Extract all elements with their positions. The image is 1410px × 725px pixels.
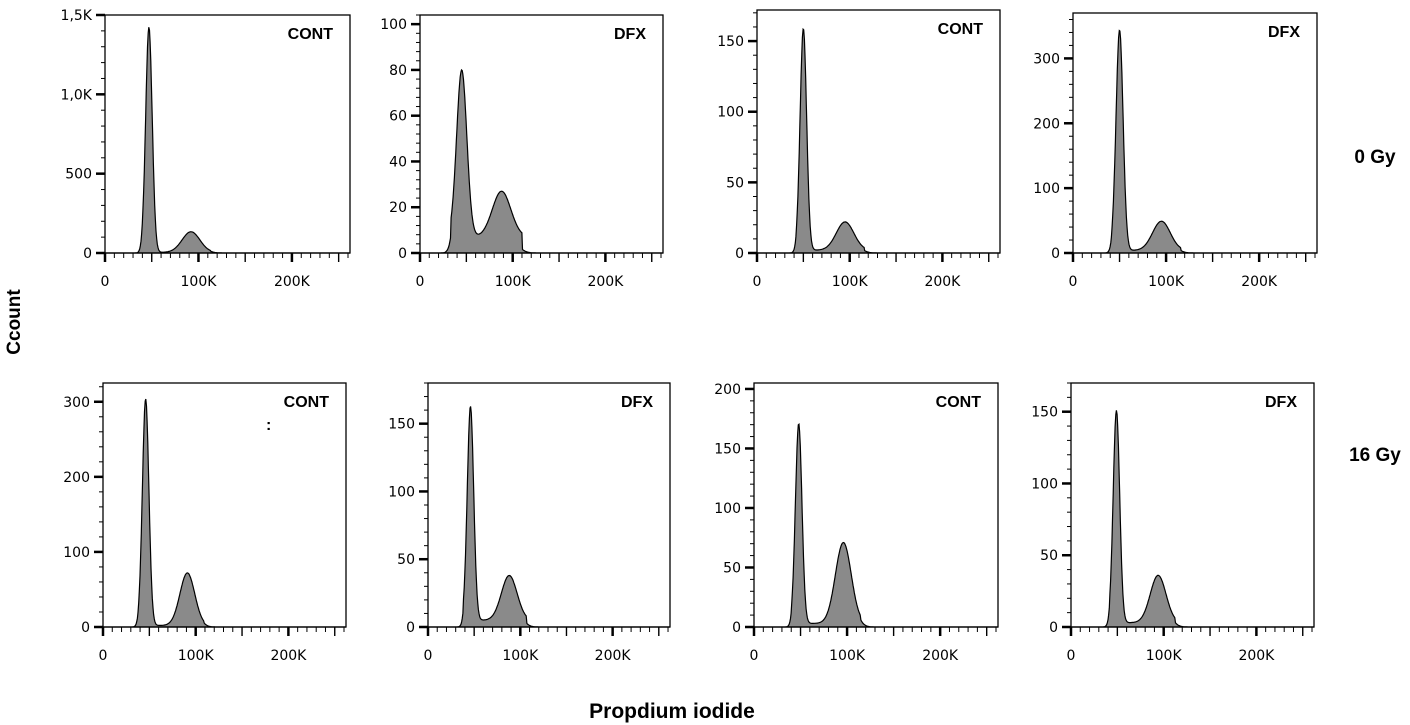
panel-1-y-tick-label: 1,5K [61,8,93,24]
panel-7-x-tick-label: 100K [829,648,866,664]
panel-5-y-tick-label: 100 [63,545,90,561]
panel-3-y-tick-label: 150 [717,34,744,50]
panel-5-x-tick-label: 0 [99,648,108,664]
panel-1-y-tick-label: 0 [83,246,92,262]
panel-6-x-tick-label: 100K [502,648,539,664]
panel-1-frame [104,14,351,254]
panel-2-y-tick-label: 40 [389,154,407,170]
panel-6-y-tick-label: 50 [397,552,415,568]
panel-8-x-tick-label: 0 [1067,648,1076,664]
panel-1-x-tick-label: 100K [181,274,218,290]
panel-8-x-tick-label: 100K [1146,648,1183,664]
panel-5-frame [102,382,347,628]
panel-7-x-tick-label: 0 [750,648,759,664]
panel-6-y-tick-label: 150 [388,417,415,433]
panel-6-title: DFX [621,394,653,411]
panel-7: 0 50 100 150 200 0 100K 200K CONT [714,382,999,664]
panel-6-histogram-area [428,406,670,628]
panel-1: 0 500 1,0K 1,5K 0 100K 200K CONT [61,8,351,290]
panel-1-x-tick-label: 200K [274,274,311,290]
panel-4-x-tick-label: 0 [1069,274,1078,290]
panel-8-y-tick-label: 50 [1040,548,1058,564]
panel-2-x-tick-label: 200K [587,274,624,290]
panel-3-histogram-area [757,27,1000,254]
panel-6-x-tick-label: 200K [595,648,632,664]
panel-7-y-tick-label: 200 [714,382,741,398]
panel-3-title: CONT [938,21,984,38]
panel-1-title: CONT [288,26,334,43]
panel-5: 0 100 200 300 0 100K 200K CONT: [63,382,347,664]
panel-7-title: CONT [936,394,982,411]
panel-3-frame [756,9,1001,254]
panel-5-x-tick-label: 100K [178,648,215,664]
panel-3-y-tick-label: 50 [726,175,744,191]
panel-1-y-tick-label: 500 [65,167,92,183]
panel-2-y-tick-label: 0 [398,246,407,262]
row-label-16gy: 16 Gy [1349,445,1401,466]
panel-3-x-tick-label: 200K [924,274,961,290]
panel-3-y-tick-label: 0 [735,246,744,262]
panel-4-x-tick-label: 100K [1148,274,1185,290]
panel-1-histogram-area [105,27,350,254]
panel-5-y-tick-label: 0 [81,620,90,636]
panel-4-y-tick-label: 200 [1033,116,1060,132]
panel-7-x-tick-label: 200K [922,648,959,664]
panel-2-y-tick-label: 80 [389,63,407,79]
panel-1-x-tick-label: 0 [101,274,110,290]
panel-8: 0 50 100 150 0 100K 200K DFX [1031,382,1315,664]
panel-2-title: DFX [614,26,646,43]
panel-2-x-tick-label: 0 [416,274,425,290]
panel-8-y-tick-label: 0 [1049,620,1058,636]
panel-3-x-tick-label: 0 [753,274,762,290]
y-axis-label: Ccount [4,289,25,355]
panel-3-y-tick-label: 100 [717,105,744,121]
panel-4-y-tick-label: 300 [1033,51,1060,67]
panel-8-title: DFX [1265,394,1297,411]
panel-8-frame [1070,382,1315,628]
panel-7-histogram-area [754,422,998,628]
panel-8-histogram-area [1071,410,1314,628]
panel-4-title: DFX [1268,24,1300,41]
panel-5-note: : [266,417,271,434]
panel-2-y-tick-label: 20 [389,200,407,216]
panel-2-y-tick-label: 60 [389,109,407,125]
panel-4-x-tick-label: 200K [1241,274,1278,290]
panel-7-y-tick-label: 150 [714,441,741,457]
panel-4-y-tick-label: 0 [1051,246,1060,262]
panel-2-histogram-area [420,68,663,254]
panel-7-y-tick-label: 0 [732,620,741,636]
panel-2-x-tick-label: 100K [495,274,532,290]
panel-4-histogram-area [1073,29,1317,254]
panel-7-y-tick-label: 100 [714,501,741,517]
panel-3: 0 50 100 150 0 100K 200K CONT [717,9,1001,290]
panel-8-y-tick-label: 150 [1031,405,1058,421]
panel-5-x-tick-label: 200K [270,648,307,664]
panel-2: 0 20 40 60 80 100 0 100K 200K DFX [380,14,664,290]
x-axis-label: Propdium iodide [589,700,755,723]
panel-5-title: CONT [284,394,330,411]
panel-4-y-tick-label: 100 [1033,181,1060,197]
panel-6-y-tick-label: 100 [388,484,415,500]
panel-7-frame [753,382,999,628]
panel-6-y-tick-label: 0 [406,620,415,636]
panel-7-y-tick-label: 50 [723,560,741,576]
panel-1-y-tick-label: 1,0K [61,87,93,103]
panel-2-y-tick-label: 100 [380,17,407,33]
panel-5-y-tick-label: 200 [63,470,90,486]
panel-6-x-tick-label: 0 [424,648,433,664]
panel-8-y-tick-label: 100 [1031,476,1058,492]
panel-4-frame [1072,12,1318,254]
panel-5-histogram-area [103,398,346,628]
panel-5-y-tick-label: 300 [63,395,90,411]
panel-8-x-tick-label: 200K [1238,648,1275,664]
panel-4: 0 100 200 300 0 100K 200K DFX [1033,12,1318,290]
panel-3-x-tick-label: 100K [832,274,869,290]
panel-6: 0 50 100 150 0 100K 200K DFX [388,382,671,664]
row-label-0gy: 0 Gy [1354,147,1396,168]
